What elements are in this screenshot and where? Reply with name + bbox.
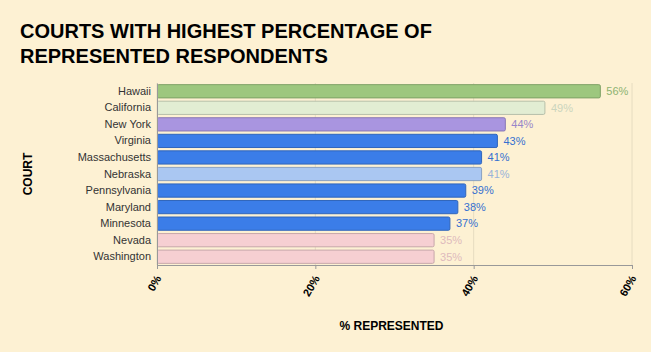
title-line: COURTS WITH HIGHEST PERCENTAGE OF (20, 20, 432, 42)
grid-line (157, 83, 158, 265)
y-tick-label: New York (105, 118, 152, 130)
bars (157, 85, 600, 264)
data-label: 56% (606, 85, 628, 97)
data-labels: 56% 49% 44% 43% 41% 41% 39% 38% 37% 35% 35% (440, 85, 628, 262)
x-tick-mark (632, 265, 633, 269)
x-tick-label: 0% (145, 273, 163, 293)
data-label: 38% (464, 201, 486, 213)
bar (157, 151, 482, 164)
y-tick: Nebraska (104, 168, 157, 180)
data-label: 39% (472, 184, 494, 196)
background (0, 0, 651, 352)
data-label: 41% (488, 151, 510, 163)
y-axis-title: COURT (21, 152, 35, 195)
bar (157, 217, 450, 230)
y-tick-label: Virginia (115, 134, 152, 146)
x-tick: 0% (145, 265, 163, 293)
x-tick: 20% (300, 265, 322, 298)
bar (157, 234, 434, 247)
y-tick-label: Nebraska (104, 168, 152, 180)
x-tick-mark (157, 265, 158, 269)
y-tick: Massachusetts (78, 151, 157, 163)
x-axis-line (158, 266, 633, 270)
plot: 56% 49% 44% 43% 41% 41% 39% 38% 37% 35% 35% 0% 20% 40… (78, 83, 639, 298)
data-label: 37% (456, 217, 478, 229)
chart: COURTS WITH HIGHEST PERCENTAGE OF REPRESE… (0, 0, 651, 352)
y-tick-label: Washington (93, 250, 151, 262)
data-label: 44% (511, 118, 533, 130)
y-tick: Minnesota (100, 217, 157, 229)
grid-line (632, 83, 633, 265)
bar (157, 200, 458, 213)
bar (157, 184, 466, 197)
y-tick-label: Hawaii (118, 85, 151, 97)
grid (157, 83, 632, 265)
x-tick-mark (315, 265, 316, 269)
x-tick-label: 60% (617, 273, 639, 298)
x-tick-label: 40% (459, 273, 481, 298)
y-tick: Washington (93, 250, 157, 262)
bar (157, 85, 600, 98)
bar (157, 101, 545, 114)
bar (157, 167, 482, 180)
y-tick-label: California (105, 101, 152, 113)
y-tick-label: Nevada (113, 234, 152, 246)
x-axis: 0% 20% 40% 60% (145, 265, 638, 298)
y-tick-label: Minnesota (100, 217, 152, 229)
bar (157, 118, 505, 131)
y-axis: Hawaii California New York Virginia Massachu… (78, 84, 158, 266)
y-axis-line (157, 84, 158, 266)
y-tick: Pennsylvania (86, 184, 157, 196)
y-tick-label: Pennsylvania (86, 184, 152, 196)
y-tick: New York (105, 118, 157, 130)
y-tick: Hawaii (118, 85, 157, 97)
data-label: 35% (440, 251, 462, 263)
x-tick-label: 20% (300, 273, 322, 298)
y-tick: Nevada (113, 234, 157, 246)
bar (157, 250, 434, 263)
bar (157, 134, 497, 147)
x-axis-title: % REPRESENTED (339, 319, 443, 333)
title-line: REPRESENTED RESPONDENTS (20, 45, 328, 67)
data-label: 49% (551, 102, 573, 114)
y-tick-label: Massachusetts (78, 151, 152, 163)
x-tick: 40% (459, 265, 481, 298)
data-label: 35% (440, 234, 462, 246)
x-tick-mark (474, 265, 475, 269)
data-label: 43% (503, 135, 525, 147)
title: COURTS WITH HIGHEST PERCENTAGE OF REPRESE… (20, 20, 432, 67)
y-tick-label: Maryland (106, 201, 151, 213)
y-tick: Maryland (106, 201, 157, 213)
x-tick: 60% (617, 265, 639, 298)
y-tick: California (105, 101, 157, 113)
y-tick: Virginia (115, 134, 158, 146)
data-label: 41% (488, 168, 510, 180)
